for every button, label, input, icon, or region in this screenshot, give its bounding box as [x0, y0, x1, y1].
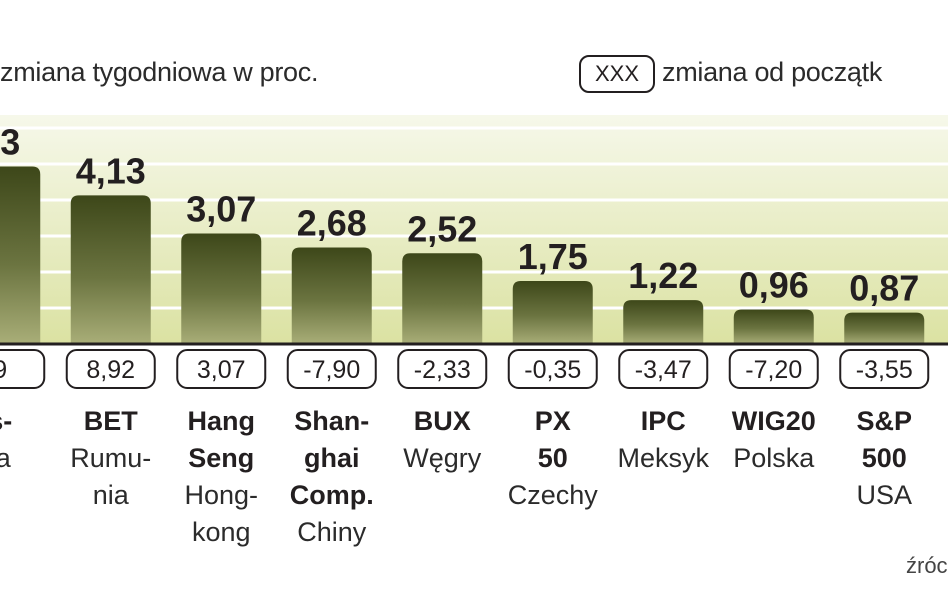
index-name-line: WIG20	[732, 406, 816, 436]
bar-value-label: 0,87	[849, 268, 919, 309]
country-name-line: nia	[93, 480, 130, 510]
ytd-badge	[65, 349, 156, 389]
country-name-line: Czechy	[508, 480, 599, 510]
bar-value-label: 1,75	[518, 236, 588, 277]
ytd-badge-value: 3,07	[197, 356, 246, 384]
bar	[512, 281, 593, 344]
country-name-line: USA	[856, 480, 912, 510]
ytd-badge-value: -3,55	[856, 356, 913, 384]
country-name-line: Hong-	[184, 480, 258, 510]
legend-ytd-swatch: XXX	[579, 55, 655, 93]
ytd-badge	[618, 349, 709, 389]
index-name-line: Seng	[188, 443, 254, 473]
ytd-badge	[0, 349, 46, 389]
country-name-line: Polska	[733, 443, 815, 473]
country-name-line: ia	[0, 443, 12, 473]
ytd-badge	[507, 349, 598, 389]
ytd-badge-value: -7,20	[745, 356, 802, 384]
legend-weekly-label: zmiana tygodniowa w proc.	[0, 57, 319, 87]
index-name-line: Hang	[188, 406, 256, 436]
ytd-badge-value: 8,92	[86, 356, 135, 384]
index-name-line: s-	[0, 406, 12, 436]
bar	[402, 253, 483, 344]
index-name-line: 50	[538, 443, 568, 473]
bar	[0, 166, 41, 344]
index-name-line: S&P	[856, 406, 912, 436]
bar-value-label: 1,22	[628, 255, 698, 296]
index-name-line: ghai	[304, 443, 360, 473]
ytd-badge-value: -2,33	[414, 356, 471, 384]
source-label: źróc	[906, 553, 948, 578]
country-name-line: Węgry	[403, 443, 482, 473]
bar-value-label: 4,13	[76, 150, 146, 191]
index-name-line: BET	[84, 406, 139, 436]
bar	[623, 300, 704, 344]
country-name-line: kong	[192, 517, 251, 547]
index-name-line: PX	[535, 406, 571, 436]
ytd-badge	[176, 349, 267, 389]
bar	[70, 195, 151, 344]
bar-value-label: 2,68	[297, 203, 367, 244]
index-name-line: Comp.	[290, 480, 374, 510]
ytd-badge	[286, 349, 377, 389]
ytd-badge-value: -7,90	[303, 356, 360, 384]
country-name-line: Meksyk	[617, 443, 709, 473]
bar-value-label: 2,52	[407, 208, 477, 249]
ytd-badge	[397, 349, 488, 389]
index-name-line: BUX	[414, 406, 471, 436]
country-name-line: Chiny	[297, 517, 367, 547]
country-name-line: Rumu-	[70, 443, 151, 473]
index-name-line: 500	[862, 443, 907, 473]
bar	[733, 309, 814, 344]
ytd-badge-value: -3,47	[635, 356, 692, 384]
bar-value-label: 3,07	[186, 188, 256, 229]
index-name-line: IPC	[641, 406, 686, 436]
ytd-badge-value: -0,35	[524, 356, 581, 384]
ytd-badge-value: 9	[0, 356, 7, 384]
bar	[291, 247, 372, 344]
bar	[844, 312, 925, 344]
ytd-badge	[728, 349, 819, 389]
bar	[181, 233, 262, 344]
legend-ytd-label: zmiana od początk	[662, 57, 883, 87]
bar-value-label: 93	[0, 122, 20, 163]
index-name-line: Shan-	[294, 406, 369, 436]
ytd-badge	[839, 349, 930, 389]
bar-value-label: 0,96	[739, 264, 809, 305]
